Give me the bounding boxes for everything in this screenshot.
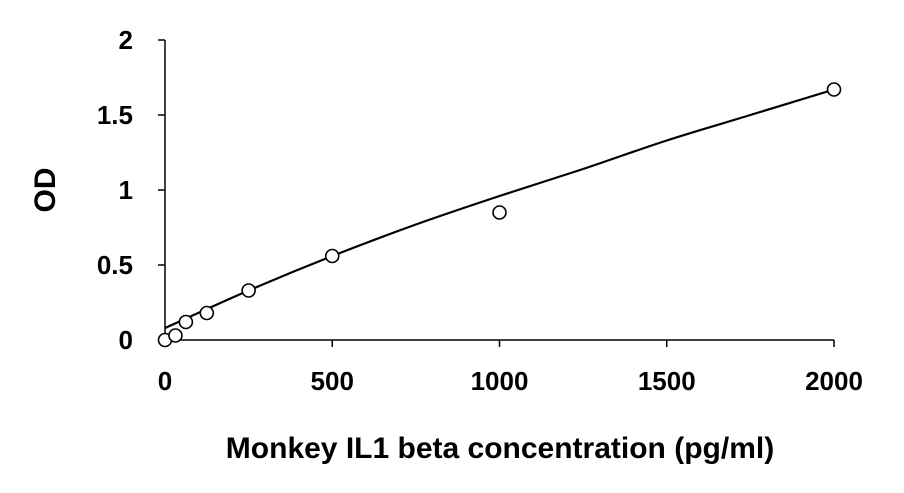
data-point (199, 305, 215, 321)
y-axis-ticks: 0 0.5 1 1.5 2 (97, 25, 165, 355)
x-axis-title: Monkey IL1 beta concentration (pg/ml) (226, 432, 774, 465)
x-tick-label: 1500 (638, 366, 696, 396)
data-point (241, 283, 256, 298)
y-tick-label: 1.5 (97, 100, 133, 130)
data-point (492, 205, 507, 220)
x-tick-label: 500 (311, 366, 354, 396)
x-axis-ticks: 0 500 1000 1500 2000 (158, 340, 863, 396)
data-point (324, 248, 340, 264)
y-tick-label: 0 (119, 325, 133, 355)
data-point (826, 82, 842, 97)
data-points-group (157, 82, 842, 348)
x-tick-label: 0 (158, 366, 172, 396)
y-tick-label: 1 (119, 175, 133, 205)
fit-curve-line (164, 88, 835, 330)
y-tick-label: 2 (119, 25, 133, 55)
x-tick-label: 1000 (471, 366, 529, 396)
y-tick-label: 0.5 (97, 250, 133, 280)
data-point (168, 328, 183, 343)
data-point (178, 314, 194, 330)
y-axis-title: OD (29, 168, 62, 213)
fit-curve-group (164, 88, 835, 330)
x-tick-label: 2000 (805, 366, 863, 396)
axes (164, 40, 834, 341)
